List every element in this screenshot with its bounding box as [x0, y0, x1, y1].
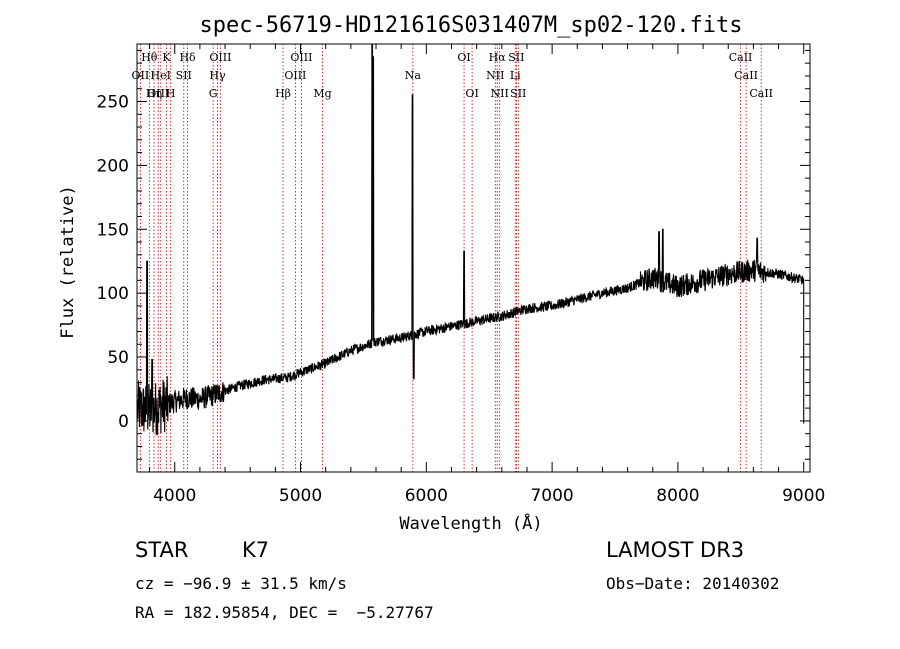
x-tick-label: 9000 [782, 486, 825, 506]
line-marker-label: CaII [734, 69, 758, 82]
line-marker-label: OI [465, 87, 478, 100]
redshift-velocity: cz = −96.9 ± 31.5 km/s [135, 574, 347, 593]
line-marker-label: Hθ [141, 51, 158, 64]
line-marker-label: OIII [147, 87, 169, 100]
line-marker-label: Hγ [209, 69, 226, 82]
observation-date: Obs−Date: 20140302 [606, 574, 780, 593]
line-marker-label: Hη [146, 87, 162, 100]
y-tick-label: 100 [97, 284, 129, 304]
x-axis-label: Wavelength (Å) [399, 512, 542, 534]
line-markers [139, 44, 762, 472]
line-marker-label: Hδ [179, 51, 196, 64]
y-axis-label: Flux (relative) [58, 185, 78, 339]
line-marker-label: SII [176, 69, 192, 82]
object-subclass: K7 [242, 538, 270, 562]
line-marker-label: H [166, 87, 176, 100]
x-axis: 4000 5000 6000 7000 8000 9000 [149, 44, 825, 506]
line-marker-label: CaII [729, 51, 753, 64]
line-marker-label: OI [457, 51, 470, 64]
line-marker-label: Li [510, 69, 521, 82]
line-marker-label: Hβ [275, 87, 291, 100]
survey-name: LAMOST DR3 [606, 538, 745, 562]
line-marker-label: Mg [313, 87, 331, 100]
line-marker-label: SII [508, 51, 524, 64]
object-class: STAR [135, 538, 189, 562]
plot-frame [136, 43, 811, 473]
chart-title: spec-56719-HD121616S031407M_sp02-120.fit… [199, 13, 742, 38]
line-marker-label: OIII [284, 69, 306, 82]
spectrum-series [137, 43, 805, 436]
line-marker-label: G [209, 87, 218, 100]
x-tick-label: 6000 [405, 486, 448, 506]
line-marker-label: CaII [749, 87, 773, 100]
line-marker-label: NII [491, 87, 509, 100]
y-tick-label: 250 [97, 92, 129, 112]
line-marker-label: SII [510, 87, 526, 100]
y-tick-label: 150 [97, 220, 129, 240]
x-tick-label: 7000 [530, 486, 573, 506]
line-marker-label: Hα [489, 51, 507, 64]
x-tick-label: 5000 [279, 486, 322, 506]
line-marker-label: HeI [151, 69, 171, 82]
line-marker-label: OIII [290, 51, 312, 64]
y-tick-label: 50 [107, 348, 129, 368]
line-marker-label: K [162, 51, 171, 64]
line-marker-label: NII [486, 69, 504, 82]
y-tick-label: 0 [118, 412, 129, 432]
y-axis: 0 50 100 150 200 250 [97, 49, 810, 460]
y-tick-label: 200 [97, 156, 129, 176]
x-tick-label: 4000 [153, 486, 196, 506]
line-marker-label: Na [405, 69, 422, 82]
x-tick-label: 8000 [656, 486, 699, 506]
sky-coordinates: RA = 182.95854, DEC = −5.27767 [135, 603, 434, 622]
line-marker-label: OIII [209, 51, 231, 64]
